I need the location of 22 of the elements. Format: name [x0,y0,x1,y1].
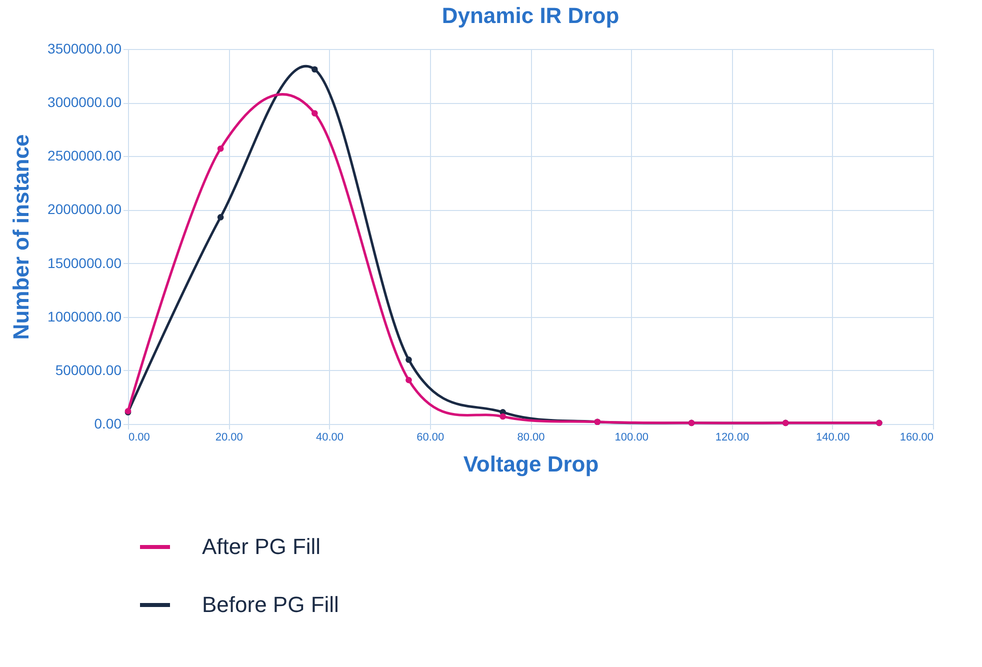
chart-title: Dynamic IR Drop [442,3,620,28]
y-tick-label: 2000000.00 [48,201,122,218]
x-tick-label: 160.00 [900,432,934,444]
y-tick-label: 3500000.00 [48,40,122,56]
y-tick-label: 2500000.00 [48,148,122,164]
x-tick-label: 20.00 [215,432,243,444]
y-tick-label: 500000.00 [55,362,122,378]
x-axis-title: Voltage Drop [463,452,599,476]
x-tick-label: 40.00 [316,432,344,444]
y-tick-label: 0.00 [94,416,122,432]
x-tick-label: 100.00 [614,432,648,444]
x-tick-label: 0.00 [128,432,150,444]
x-tick-label: 140.00 [816,432,850,444]
y-tick-label: 3000000.00 [48,94,122,110]
x-tick-label: 120.00 [715,432,750,444]
legend-label: After PG Fill [202,534,321,559]
y-tick-label: 1500000.00 [48,254,122,271]
y-tick-label: 1000000.00 [48,308,122,324]
legend-label: Before PG Fill [202,592,339,617]
y-axis-title: Number of instance [8,134,34,340]
x-tick-label: 80.00 [517,432,545,444]
x-tick-label: 60.00 [416,432,444,444]
